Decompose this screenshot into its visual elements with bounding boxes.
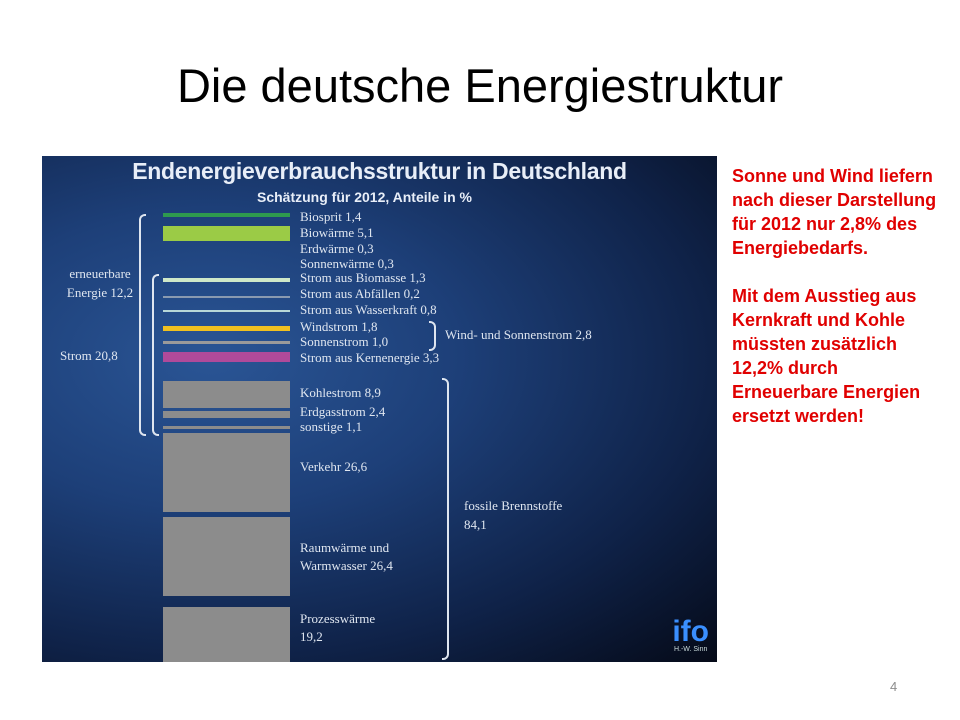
page-number: 4 xyxy=(890,679,898,694)
bar-label-3: Sonnenwärme 0,3 xyxy=(300,256,394,271)
bar-7 xyxy=(163,326,290,331)
bar-9 xyxy=(163,352,290,362)
bar-12 xyxy=(163,426,290,429)
bar-1 xyxy=(163,226,290,241)
bar-11 xyxy=(163,411,290,418)
bar-label-4: Strom aus Biomasse 1,3 xyxy=(300,270,426,285)
fossil-brace xyxy=(442,378,449,660)
bar-15 xyxy=(163,607,290,662)
bar-label-0: Biosprit 1,4 xyxy=(300,209,362,224)
bar-label-2: Erdwärme 0,3 xyxy=(300,241,374,256)
group-label-fossil: fossile Brennstoffe 84,1 xyxy=(464,498,563,532)
bar-label-5: Strom aus Abfällen 0,2 xyxy=(300,286,420,301)
side-notes: Sonne und Wind liefern nach dieser Darst… xyxy=(732,164,947,452)
chart-subtitle: Schätzung für 2012, Anteile in % xyxy=(257,189,472,205)
bar-label-15: Prozesswärme 19,2 xyxy=(300,611,376,644)
group-label-electricity: Strom 20,8 xyxy=(60,348,118,363)
wind-solar-brace xyxy=(429,321,436,351)
bar-label-8: Sonnenstrom 1,0 xyxy=(300,334,389,349)
bar-label-12: sonstige 1,1 xyxy=(300,419,363,434)
bar-label-13: Verkehr 26,6 xyxy=(300,459,368,474)
renewables-brace xyxy=(139,214,146,436)
bar-label-7: Windstrom 1,8 xyxy=(300,319,378,334)
bar-13 xyxy=(163,433,290,512)
bar-label-6: Strom aus Wasserkraft 0,8 xyxy=(300,302,437,317)
bar-5 xyxy=(163,296,290,298)
bar-label-1: Biowärme 5,1 xyxy=(300,225,374,240)
bar-label-14: Raumwärme und Warmwasser 26,4 xyxy=(300,540,393,573)
bar-8 xyxy=(163,341,290,344)
bar-0 xyxy=(163,213,290,217)
bar-4 xyxy=(163,278,290,282)
chart-title: Endenergieverbrauchsstruktur in Deutschl… xyxy=(132,158,627,184)
note-wind-solar: Sonne und Wind liefern nach dieser Darst… xyxy=(732,166,937,258)
note-phaseout: Mit dem Ausstieg aus Kernkraft und Kohle… xyxy=(732,286,921,426)
slide-title: Die deutsche Energiestruktur xyxy=(176,59,784,112)
bar-label-9: Strom aus Kernenergie 3,3 xyxy=(300,350,440,365)
bar-14 xyxy=(163,517,290,596)
bar-label-11: Erdgasstrom 2,4 xyxy=(300,404,386,419)
energy-structure-chart: Endenergieverbrauchsstruktur in Deutschl… xyxy=(42,156,717,662)
ifo-logo: ifo H.-W. Sinn xyxy=(672,615,709,654)
bar-10 xyxy=(163,381,290,408)
bar-label-10: Kohlestrom 8,9 xyxy=(300,385,381,400)
bar-6 xyxy=(163,310,290,312)
group-label-wind-solar: Wind- und Sonnenstrom 2,8 xyxy=(445,327,592,342)
electricity-brace xyxy=(152,274,159,436)
group-label-renewables: erneuerbare Energie 12,2 xyxy=(66,266,134,300)
